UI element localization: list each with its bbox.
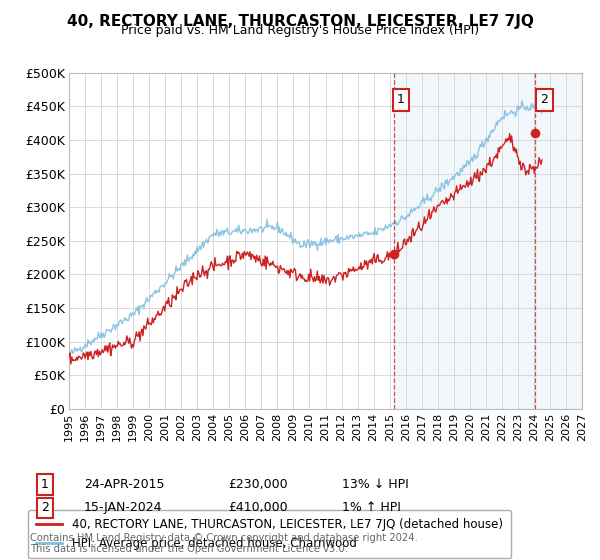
Text: 24-APR-2015: 24-APR-2015 bbox=[84, 478, 164, 491]
Legend: 40, RECTORY LANE, THURCASTON, LEICESTER, LE7 7JQ (detached house), HPI: Average : 40, RECTORY LANE, THURCASTON, LEICESTER,… bbox=[28, 510, 511, 558]
Text: Contains HM Land Registry data © Crown copyright and database right 2024.
This d: Contains HM Land Registry data © Crown c… bbox=[30, 533, 418, 554]
Text: 1: 1 bbox=[41, 478, 49, 491]
Text: 40, RECTORY LANE, THURCASTON, LEICESTER, LE7 7JQ: 40, RECTORY LANE, THURCASTON, LEICESTER,… bbox=[67, 14, 533, 29]
Text: 2: 2 bbox=[41, 501, 49, 515]
Bar bbox=[394, 73, 582, 409]
Text: £230,000: £230,000 bbox=[228, 478, 287, 491]
Text: 1: 1 bbox=[397, 93, 405, 106]
Text: £410,000: £410,000 bbox=[228, 501, 287, 515]
Text: 15-JAN-2024: 15-JAN-2024 bbox=[84, 501, 163, 515]
Text: 1% ↑ HPI: 1% ↑ HPI bbox=[342, 501, 401, 515]
Text: Price paid vs. HM Land Registry's House Price Index (HPI): Price paid vs. HM Land Registry's House … bbox=[121, 24, 479, 37]
Text: 13% ↓ HPI: 13% ↓ HPI bbox=[342, 478, 409, 491]
Text: 2: 2 bbox=[541, 93, 548, 106]
